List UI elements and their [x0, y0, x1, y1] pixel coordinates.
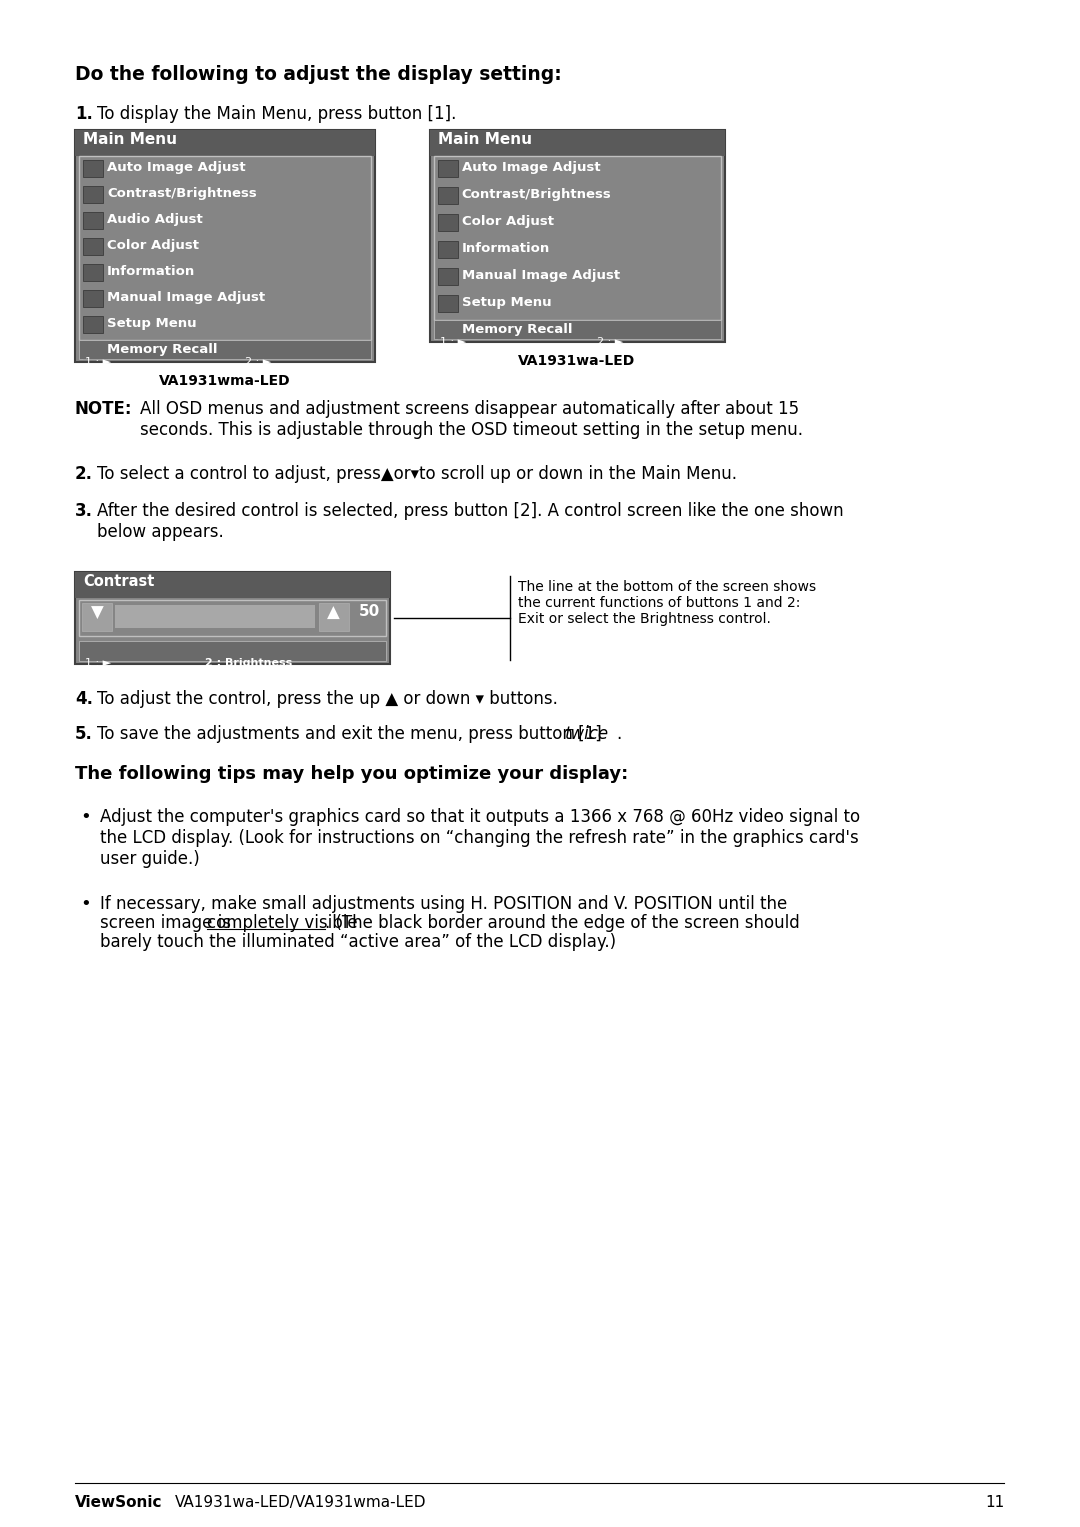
Text: Contrast/Brightness: Contrast/Brightness	[462, 188, 611, 202]
Text: Auto Image Adjust: Auto Image Adjust	[107, 160, 245, 174]
Text: The following tips may help you optimize your display:: The following tips may help you optimize…	[75, 765, 629, 783]
FancyBboxPatch shape	[437, 214, 458, 231]
Text: ▼: ▼	[91, 605, 104, 621]
Text: 3.: 3.	[75, 502, 93, 521]
FancyBboxPatch shape	[83, 212, 103, 229]
Text: To save the adjustments and exit the menu, press button [1]: To save the adjustments and exit the men…	[97, 725, 607, 744]
FancyBboxPatch shape	[437, 295, 458, 312]
Text: VA1931wa-LED: VA1931wa-LED	[518, 354, 635, 368]
Text: Memory Recall: Memory Recall	[462, 324, 572, 336]
Text: Color Adjust: Color Adjust	[462, 215, 554, 228]
Text: To select a control to adjust, press▲or▾to scroll up or down in the Main Menu.: To select a control to adjust, press▲or▾…	[97, 466, 737, 483]
FancyBboxPatch shape	[437, 269, 458, 286]
Text: Auto Image Adjust: Auto Image Adjust	[462, 160, 600, 174]
FancyBboxPatch shape	[83, 238, 103, 255]
FancyBboxPatch shape	[437, 186, 458, 205]
Text: Contrast/Brightness: Contrast/Brightness	[107, 186, 257, 200]
Text: 2 : ►: 2 : ►	[245, 357, 271, 366]
FancyBboxPatch shape	[83, 160, 103, 177]
FancyBboxPatch shape	[430, 130, 725, 342]
Text: Adjust the computer's graphics card so that it outputs a 1366 x 768 @ 60Hz video: Adjust the computer's graphics card so t…	[100, 808, 860, 867]
FancyBboxPatch shape	[79, 341, 370, 359]
Text: Setup Menu: Setup Menu	[462, 296, 552, 308]
Text: VA1931wma-LED: VA1931wma-LED	[159, 374, 291, 388]
Text: 5.: 5.	[75, 725, 93, 744]
Text: Do the following to adjust the display setting:: Do the following to adjust the display s…	[75, 66, 562, 84]
FancyBboxPatch shape	[83, 316, 103, 333]
Text: 2 : Brightness: 2 : Brightness	[205, 658, 292, 667]
FancyBboxPatch shape	[83, 342, 103, 359]
Text: To adjust the control, press the up ▲ or down ▾ buttons.: To adjust the control, press the up ▲ or…	[97, 690, 557, 709]
FancyBboxPatch shape	[75, 130, 375, 156]
FancyBboxPatch shape	[319, 603, 349, 631]
Text: NOTE:: NOTE:	[75, 400, 133, 418]
Text: 1 : ►: 1 : ►	[440, 337, 465, 347]
Text: All OSD menus and adjustment screens disappear automatically after about 15
seco: All OSD menus and adjustment screens dis…	[140, 400, 802, 438]
FancyBboxPatch shape	[114, 605, 314, 628]
FancyBboxPatch shape	[437, 241, 458, 258]
Text: Contrast: Contrast	[83, 574, 154, 589]
Text: Setup Menu: Setup Menu	[107, 318, 197, 330]
Text: After the desired control is selected, press button [2]. A control screen like t: After the desired control is selected, p…	[97, 502, 843, 541]
Text: Main Menu: Main Menu	[437, 131, 531, 147]
Text: 50: 50	[360, 605, 380, 618]
FancyBboxPatch shape	[434, 321, 720, 339]
Text: 1 : ►: 1 : ►	[85, 357, 111, 366]
Text: Information: Information	[107, 266, 195, 278]
Text: ViewSonic: ViewSonic	[75, 1495, 162, 1510]
Text: 2 : ►: 2 : ►	[596, 337, 623, 347]
FancyBboxPatch shape	[83, 290, 103, 307]
Text: 1.: 1.	[75, 105, 93, 124]
Text: Main Menu: Main Menu	[83, 131, 177, 147]
Text: 4.: 4.	[75, 690, 93, 709]
Text: completely visible: completely visible	[207, 915, 357, 931]
Text: twice: twice	[565, 725, 609, 744]
FancyBboxPatch shape	[82, 603, 112, 631]
Text: 11: 11	[985, 1495, 1004, 1510]
Text: •: •	[80, 808, 91, 826]
Text: VA1931wa-LED/VA1931wma-LED: VA1931wa-LED/VA1931wma-LED	[175, 1495, 427, 1510]
Text: . (The black border around the edge of the screen should: . (The black border around the edge of t…	[325, 915, 799, 931]
Text: To display the Main Menu, press button [1].: To display the Main Menu, press button […	[97, 105, 457, 124]
Text: screen image is: screen image is	[100, 915, 237, 931]
FancyBboxPatch shape	[75, 573, 390, 664]
FancyBboxPatch shape	[75, 130, 375, 362]
Text: ▲: ▲	[327, 605, 340, 621]
FancyBboxPatch shape	[83, 264, 103, 281]
Text: Information: Information	[462, 241, 550, 255]
Text: Memory Recall: Memory Recall	[107, 344, 217, 356]
FancyBboxPatch shape	[430, 130, 725, 156]
FancyBboxPatch shape	[79, 600, 386, 637]
FancyBboxPatch shape	[437, 160, 458, 177]
Text: The line at the bottom of the screen shows
the current functions of buttons 1 an: The line at the bottom of the screen sho…	[517, 580, 815, 626]
FancyBboxPatch shape	[79, 156, 370, 341]
Text: Manual Image Adjust: Manual Image Adjust	[107, 292, 265, 304]
Text: Audio Adjust: Audio Adjust	[107, 212, 203, 226]
FancyBboxPatch shape	[434, 156, 720, 321]
Text: .: .	[617, 725, 622, 744]
Text: 2.: 2.	[75, 466, 93, 483]
FancyBboxPatch shape	[83, 186, 103, 203]
Text: Manual Image Adjust: Manual Image Adjust	[462, 269, 620, 282]
Text: If necessary, make small adjustments using H. POSITION and V. POSITION until the: If necessary, make small adjustments usi…	[100, 895, 787, 913]
Text: 1 : ►: 1 : ►	[85, 658, 111, 667]
Text: •: •	[80, 895, 91, 913]
FancyBboxPatch shape	[437, 322, 458, 339]
Text: barely touch the illuminated “active area” of the LCD display.): barely touch the illuminated “active are…	[100, 933, 616, 951]
FancyBboxPatch shape	[75, 573, 390, 599]
Text: Color Adjust: Color Adjust	[107, 240, 199, 252]
FancyBboxPatch shape	[79, 641, 386, 661]
